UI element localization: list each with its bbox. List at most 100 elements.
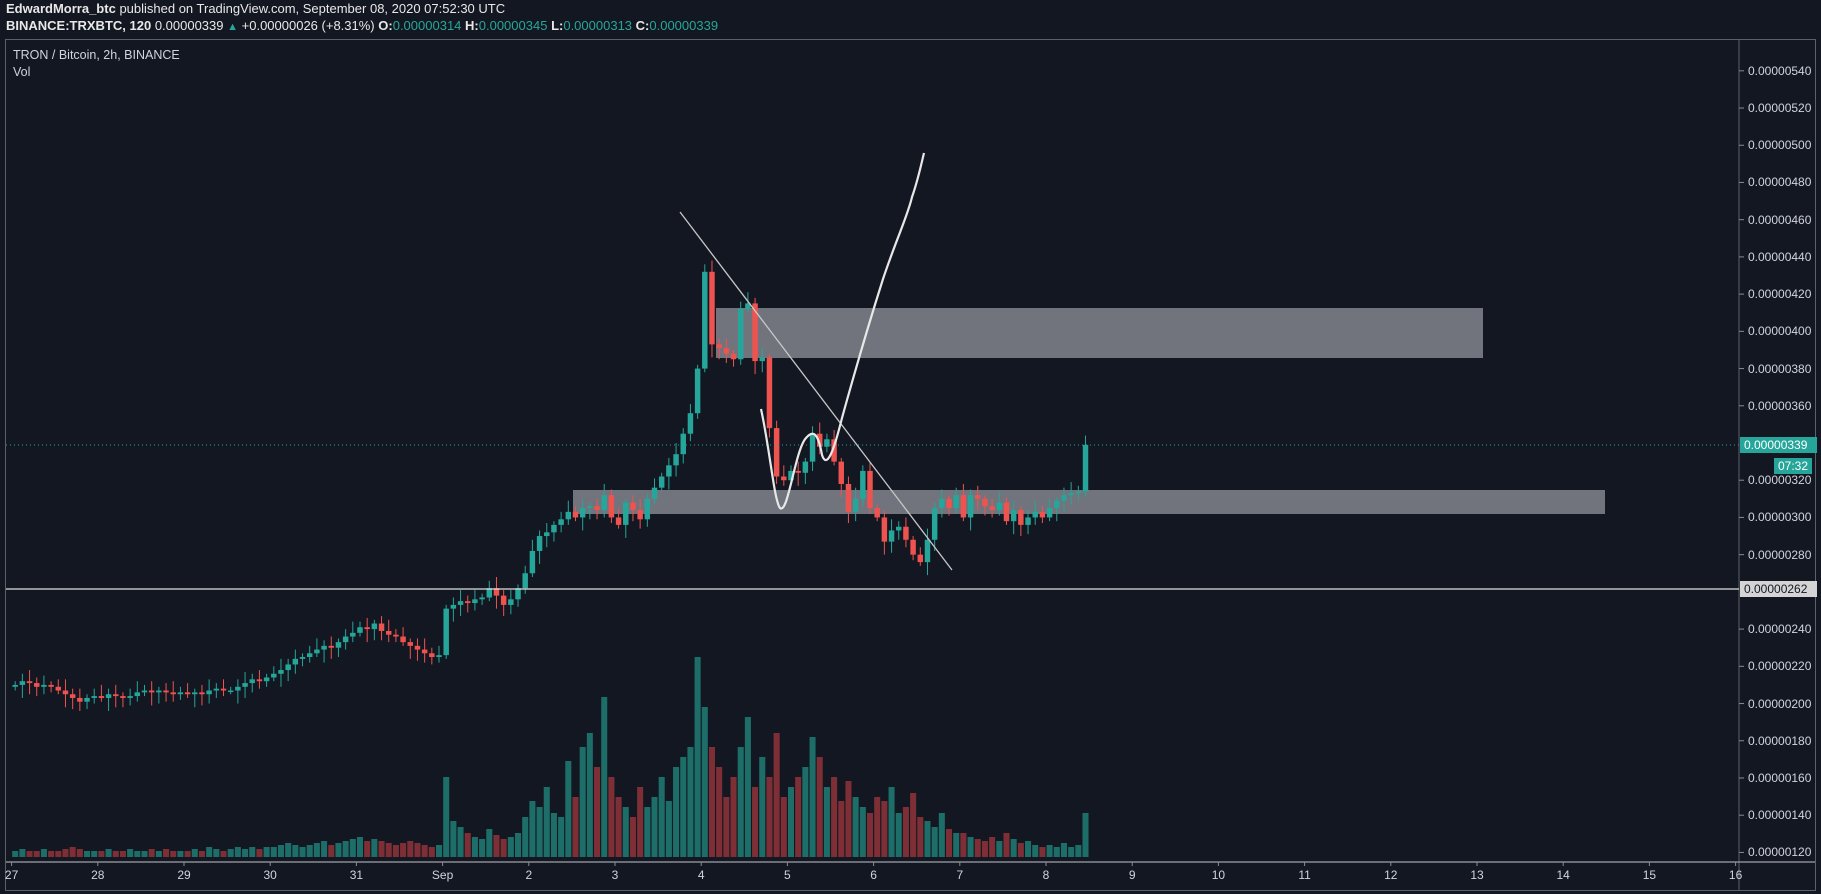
time-tick-label: 31	[349, 868, 364, 882]
volume-bar	[866, 813, 874, 857]
candle-body	[371, 623, 378, 630]
close-label: C:	[635, 18, 650, 33]
candle-body	[630, 502, 636, 510]
volume-bar	[766, 777, 773, 857]
volume-bar	[1010, 839, 1017, 857]
volume-bar	[953, 833, 960, 857]
candle-body	[687, 413, 694, 434]
candle-body	[658, 476, 665, 488]
volume-bar	[98, 851, 105, 857]
volume-bar	[881, 801, 888, 857]
candle-body	[170, 692, 176, 695]
volume-bar	[543, 787, 550, 857]
candle-body	[1068, 493, 1074, 496]
volume-bar	[608, 777, 615, 857]
candle-body	[773, 428, 780, 477]
candle-body	[227, 690, 234, 693]
time-tick-label: 5	[784, 868, 791, 882]
candle-body	[1010, 509, 1017, 522]
volume-bar	[723, 797, 730, 857]
candle-body	[429, 653, 435, 658]
volume-bar	[974, 839, 981, 857]
time-tick-label: 27	[4, 868, 19, 882]
volume-bar	[342, 841, 349, 857]
volume-bar	[859, 807, 866, 857]
volume-bar	[831, 777, 838, 857]
support-zone[interactable]	[573, 490, 1605, 514]
projection-path[interactable]	[759, 152, 926, 510]
candle-body	[105, 694, 112, 698]
volume-bar	[407, 841, 414, 857]
candle-body	[967, 495, 974, 518]
candle-body	[881, 517, 888, 542]
last-price-tag: 0.00000339	[1740, 437, 1817, 453]
volume-bar	[960, 833, 967, 857]
candle-body	[299, 657, 306, 659]
volume-bar	[349, 839, 356, 857]
volume-bar	[946, 829, 953, 857]
volume-bar	[155, 851, 162, 857]
volume-bar	[19, 849, 26, 857]
volume-bar	[414, 843, 421, 857]
author-name[interactable]: EdwardMorra_btc	[6, 1, 116, 16]
trend-line[interactable]	[679, 211, 953, 571]
time-tick-label: 10	[1211, 868, 1226, 882]
candle-body	[385, 630, 392, 635]
volume-bar	[170, 851, 177, 857]
volume-bar	[701, 707, 708, 857]
time-tick-label: 9	[1128, 868, 1136, 882]
candle-body	[479, 597, 485, 600]
volume-bar	[1082, 813, 1089, 857]
volume-bar	[184, 851, 191, 857]
volume-bar	[364, 841, 371, 857]
volume-bar	[443, 777, 450, 857]
volume-bar	[716, 767, 723, 857]
volume-bar	[601, 697, 608, 857]
volume-bar	[177, 851, 184, 857]
candle-body	[824, 439, 830, 447]
volume-bar	[1053, 847, 1060, 857]
candle-body	[860, 470, 866, 499]
resistance-zone[interactable]	[716, 308, 1483, 358]
volume-bar	[299, 847, 306, 857]
price-tick-label: 0.00000500	[1748, 138, 1812, 153]
candle-body	[644, 498, 651, 520]
volume-bar	[989, 837, 996, 857]
volume-bar	[277, 845, 284, 857]
volume-bar	[910, 793, 917, 857]
candle-body	[1082, 444, 1089, 492]
candle-body	[809, 433, 816, 462]
candle-body	[156, 690, 162, 693]
price-tick-label: 0.00000120	[1748, 845, 1812, 860]
close-value: 0.00000339	[649, 18, 719, 33]
candle-body	[213, 688, 220, 691]
candle-body	[335, 642, 342, 648]
volume-bar	[62, 849, 69, 857]
volume-bar	[321, 841, 328, 857]
volume-bar	[874, 797, 881, 857]
candle-body	[235, 686, 241, 691]
volume-bar	[673, 767, 680, 857]
volume-bar	[1039, 847, 1046, 857]
volume-bar	[328, 845, 335, 857]
candle-body	[802, 461, 809, 473]
candle-body	[321, 645, 327, 650]
volume-legend: Vol	[13, 65, 31, 79]
candle-body	[673, 454, 679, 466]
volume-bar	[40, 849, 47, 857]
volume-bar	[809, 737, 816, 857]
volume-bar	[263, 847, 270, 857]
volume-bar	[141, 851, 148, 857]
volume-bar	[1032, 845, 1039, 857]
volume-bar	[536, 807, 543, 857]
volume-bar	[902, 807, 909, 857]
candle-body	[903, 526, 909, 540]
low-value: 0.00000313	[563, 18, 633, 33]
volume-bar	[450, 821, 457, 857]
volume-bar	[594, 767, 601, 857]
candle-body	[730, 353, 737, 360]
time-tick-label: 12	[1384, 868, 1398, 882]
volume-bar	[644, 807, 651, 857]
price-tick-label: 0.00000480	[1748, 175, 1812, 190]
